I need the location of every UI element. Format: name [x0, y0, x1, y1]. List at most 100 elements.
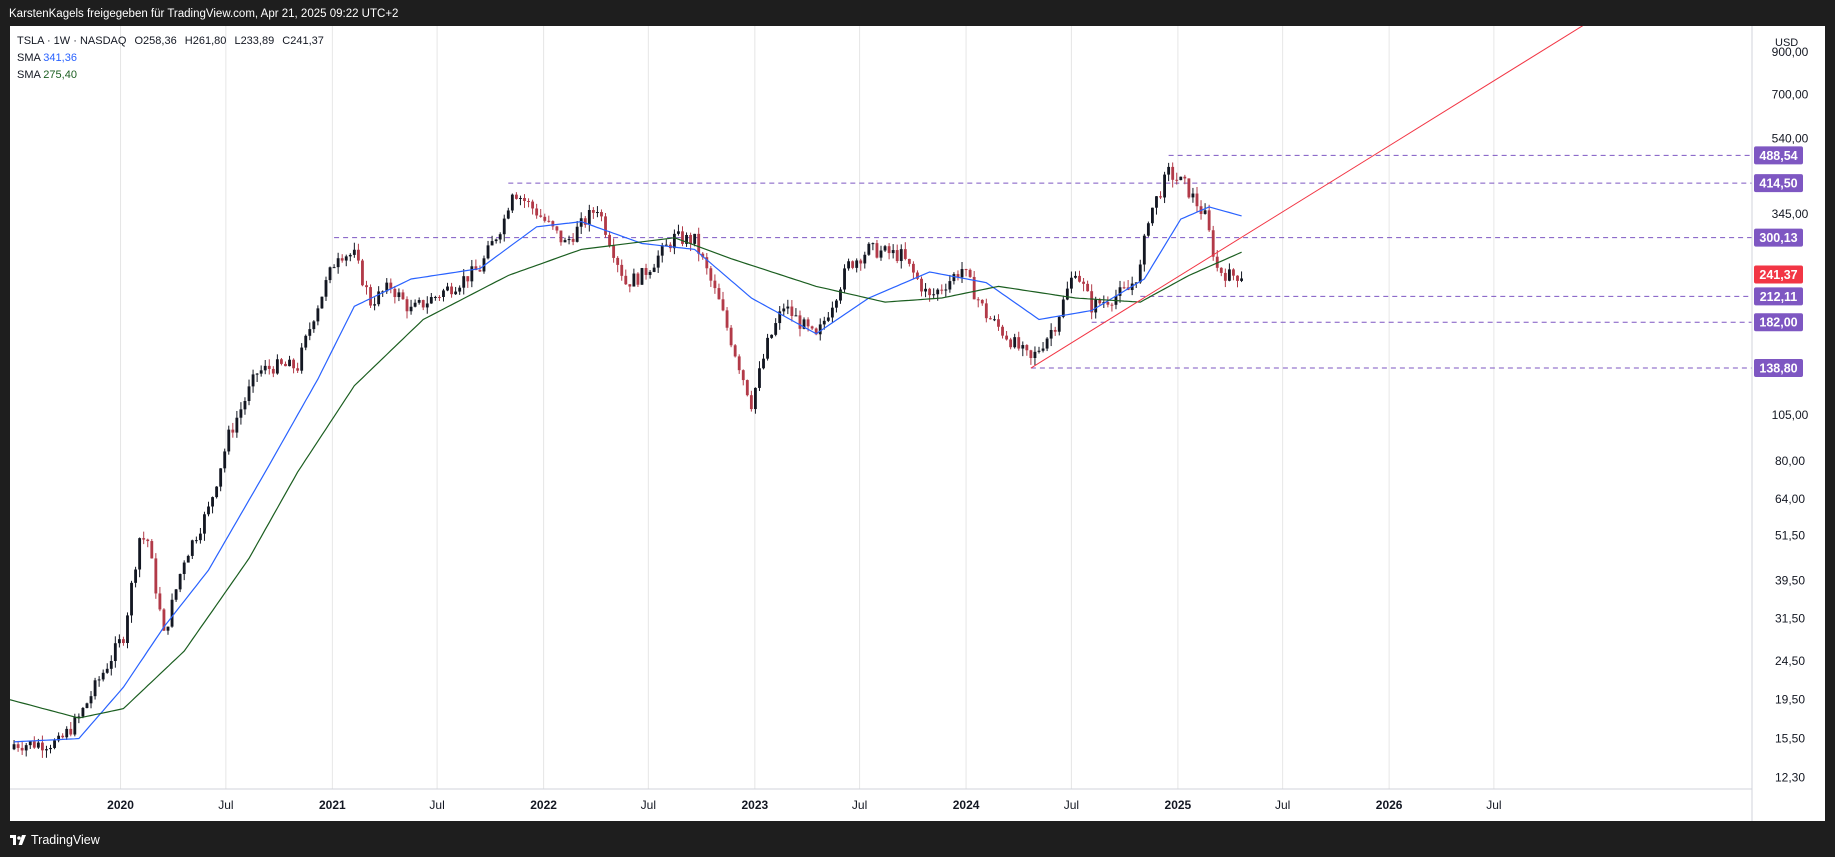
candle-body [976, 299, 980, 301]
candle-body [960, 269, 964, 278]
candle-body [194, 540, 198, 542]
candle-body [596, 212, 599, 214]
candle-body [567, 238, 571, 241]
candle-body [433, 296, 437, 298]
candle-body [644, 268, 648, 275]
legend-sma2-row[interactable]: SMA 275,40 [17, 67, 324, 84]
current-price-bg [1754, 265, 1803, 284]
candle-body [1191, 193, 1195, 198]
candle-body [851, 261, 855, 268]
candle-body [535, 208, 539, 216]
candle-body [312, 321, 316, 330]
candle-body [203, 514, 206, 534]
candle-body [899, 249, 903, 262]
candle-body [304, 335, 308, 348]
tradingview-logo[interactable]: TradingView [10, 833, 100, 847]
candle-body [324, 280, 328, 297]
candle-body [1078, 275, 1081, 282]
candle-body [458, 287, 462, 292]
candle-body [891, 250, 895, 254]
candle-body [766, 337, 769, 359]
legend-sma1-row[interactable]: SMA 341,36 [17, 50, 324, 67]
candle-body [628, 284, 632, 287]
tradingview-brand: TradingView [31, 833, 100, 847]
price-chart[interactable]: 900,00 700,00 540,00 345,00 105,00 80,00 64,00… [10, 26, 1825, 821]
candle-body [328, 267, 332, 281]
tradingview-logo-icon [10, 835, 26, 845]
candle-body [211, 497, 214, 507]
time-tick-label: 2024 [953, 798, 980, 812]
time-tick-label: 2023 [741, 798, 768, 812]
chart-frame[interactable] [10, 26, 1825, 821]
candle-body [591, 209, 595, 213]
candle-body [53, 740, 56, 748]
candle-body [28, 741, 32, 746]
candle-body [1094, 299, 1098, 313]
candle-body [786, 306, 790, 309]
candle-body [494, 239, 498, 242]
candle-body [753, 387, 757, 410]
candle-body [1179, 176, 1183, 181]
candle-body [1021, 345, 1025, 349]
price-tick-label: 15,50 [1775, 732, 1805, 746]
level-label-bg [1754, 287, 1803, 306]
candle-body [352, 249, 356, 255]
candle-body [81, 707, 85, 717]
time-tick-label: 2026 [1376, 798, 1403, 812]
candle-body [166, 626, 170, 631]
candle-body [502, 218, 506, 235]
candle-body [275, 359, 279, 374]
candle-body [40, 742, 44, 751]
candle-body [198, 533, 202, 541]
candle-body [97, 679, 101, 681]
candle-body [470, 266, 474, 282]
legend-sma2-label: SMA [17, 69, 41, 81]
legend-open: 258,36 [143, 35, 177, 47]
candle-body [263, 365, 267, 371]
candle-body [207, 506, 210, 515]
candle-body [65, 728, 69, 738]
candle-body [365, 285, 368, 288]
candle-body [916, 272, 919, 279]
candle-body [964, 269, 968, 271]
candle-body [247, 386, 251, 401]
candle-body [523, 197, 526, 202]
candle-body [401, 292, 405, 300]
candle-body [575, 226, 579, 242]
time-tick-label: Jul [429, 798, 444, 812]
legend-symbol[interactable]: TSLA · 1W · NASDAQ [17, 35, 127, 47]
candle-body [288, 359, 291, 367]
candle-body [478, 270, 482, 272]
candle-body [940, 289, 944, 291]
candle-body [729, 327, 733, 346]
candle-body [1005, 335, 1009, 340]
candle-body [997, 319, 1000, 327]
candle-body [1057, 316, 1061, 332]
candle-body [1223, 272, 1227, 281]
candle-body [340, 258, 344, 261]
candle-body [1074, 275, 1077, 278]
candle-body [1086, 283, 1090, 292]
candle-body [1138, 264, 1142, 283]
time-axis[interactable]: 2020 Jul 2021 Jul 2022 Jul 2023 Jul 2024 Jul 2025 J… [107, 798, 1501, 812]
candle-body [571, 238, 575, 242]
candle-body [762, 358, 765, 369]
candle-body [547, 220, 551, 222]
time-tick-label: Jul [641, 798, 656, 812]
candle-body [802, 319, 806, 329]
candle-body [474, 266, 478, 271]
level-label: 414,50 [1759, 177, 1797, 191]
candle-body [170, 599, 174, 627]
candle-body [231, 429, 235, 433]
candle-body [741, 370, 745, 381]
candle-body [1017, 337, 1021, 349]
candle-body [438, 296, 441, 298]
candle-body [122, 639, 125, 644]
candle-body [903, 249, 907, 259]
trendline[interactable] [1030, 26, 1752, 369]
candle-body [770, 334, 774, 338]
candle-body [1037, 350, 1041, 352]
legend-sma2-value: 275,40 [43, 69, 77, 81]
price-axis[interactable]: 900,00 700,00 540,00 345,00 105,00 80,00 64,00… [1754, 45, 1809, 785]
candle-body [113, 643, 117, 662]
